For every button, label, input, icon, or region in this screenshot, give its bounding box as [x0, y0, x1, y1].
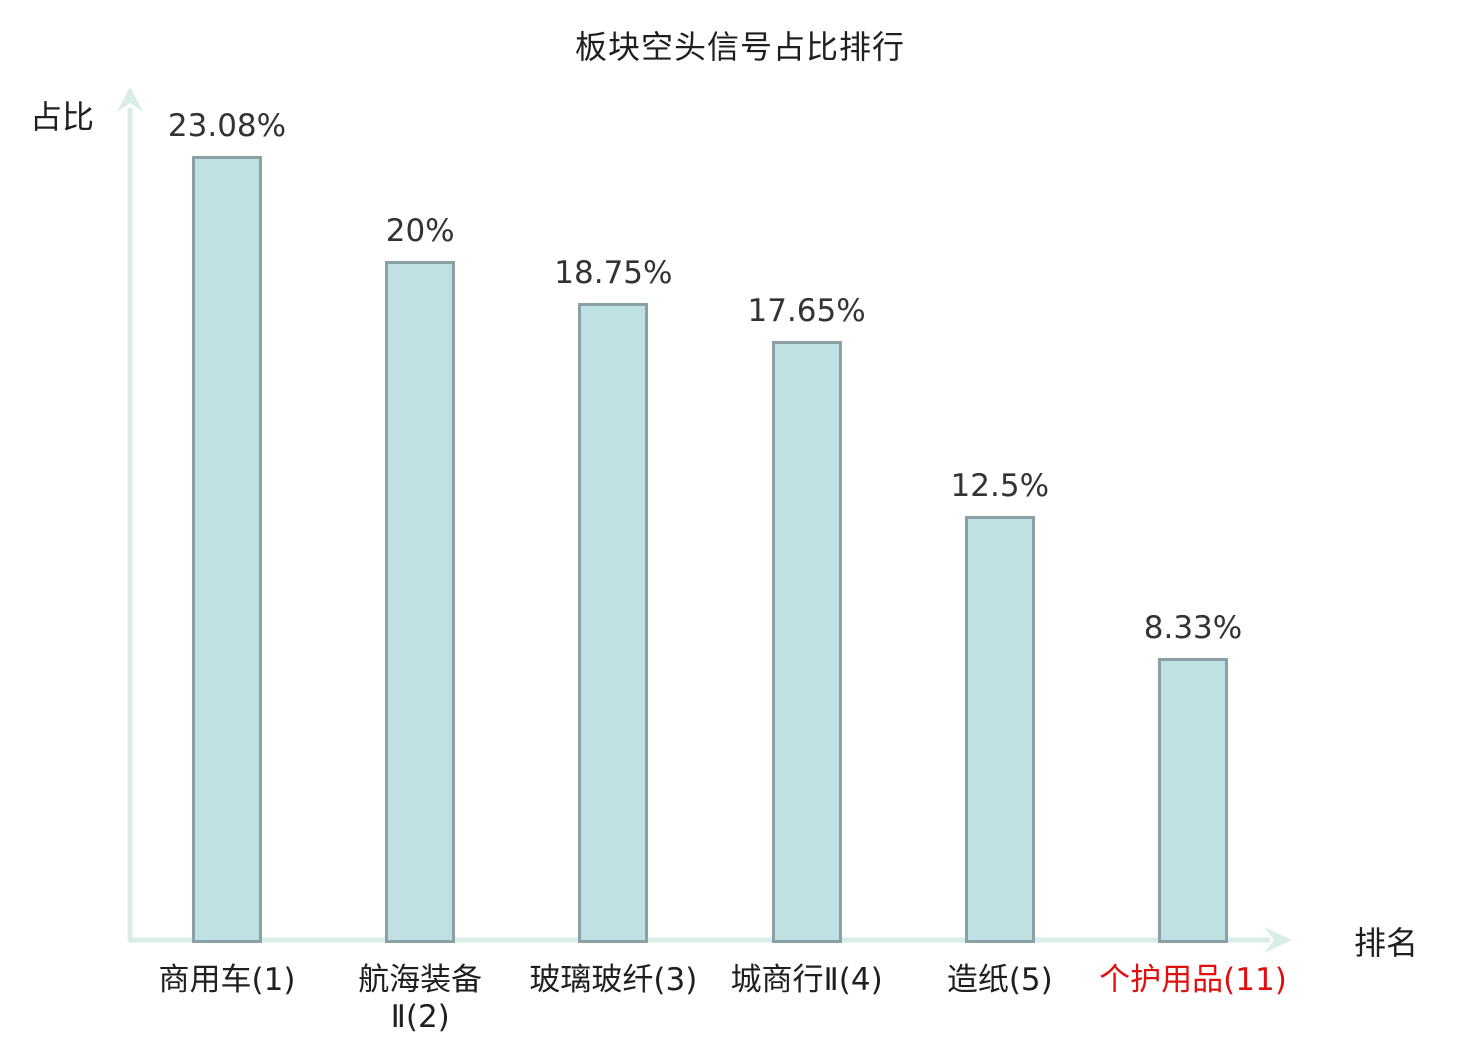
x-axis-label: 排名	[1354, 924, 1419, 962]
category-label-line: 玻璃玻纤(3)	[529, 962, 698, 998]
chart-title: 板块空头信号占比排行	[574, 28, 905, 66]
category-label-2: 航海装备 Ⅱ(2)	[280, 962, 560, 1036]
bar-4	[771, 341, 842, 943]
category-label-line: 造纸(5)	[946, 962, 1053, 998]
bar-value-label-4: 17.65%	[747, 293, 866, 329]
y-axis-arrow-icon	[117, 87, 143, 112]
category-label-1: 商用车(1)	[87, 962, 367, 999]
bar-value-label-6: 8.33%	[1143, 610, 1243, 646]
bar-2	[385, 261, 456, 943]
bar-1	[192, 156, 262, 943]
category-label-3: 玻璃玻纤(3)	[473, 962, 753, 999]
category-label-4: 城商行Ⅱ(4)	[667, 962, 947, 999]
category-label-line: 个护用品(11)	[1099, 962, 1287, 998]
category-label-line: 商用车(1)	[158, 962, 296, 998]
bar-5	[964, 516, 1035, 943]
category-label-line: 航海装备	[358, 962, 483, 998]
bar-value-label-1: 23.08%	[167, 108, 287, 144]
category-label-line: 城商行Ⅱ(4)	[730, 962, 883, 998]
bar-value-label-3: 18.75%	[554, 255, 673, 291]
x-axis-arrow-icon	[1264, 927, 1292, 953]
category-label-6: 个护用品(11)	[1053, 962, 1333, 999]
category-label-5: 造纸(5)	[860, 962, 1140, 999]
bar-3	[578, 303, 649, 943]
category-label-line: Ⅱ(2)	[390, 999, 450, 1035]
bar-value-label-5: 12.5%	[950, 468, 1050, 504]
bar-6	[1158, 658, 1228, 943]
bar-value-label-2: 20%	[385, 213, 455, 249]
y-axis-label: 占比	[30, 98, 95, 136]
